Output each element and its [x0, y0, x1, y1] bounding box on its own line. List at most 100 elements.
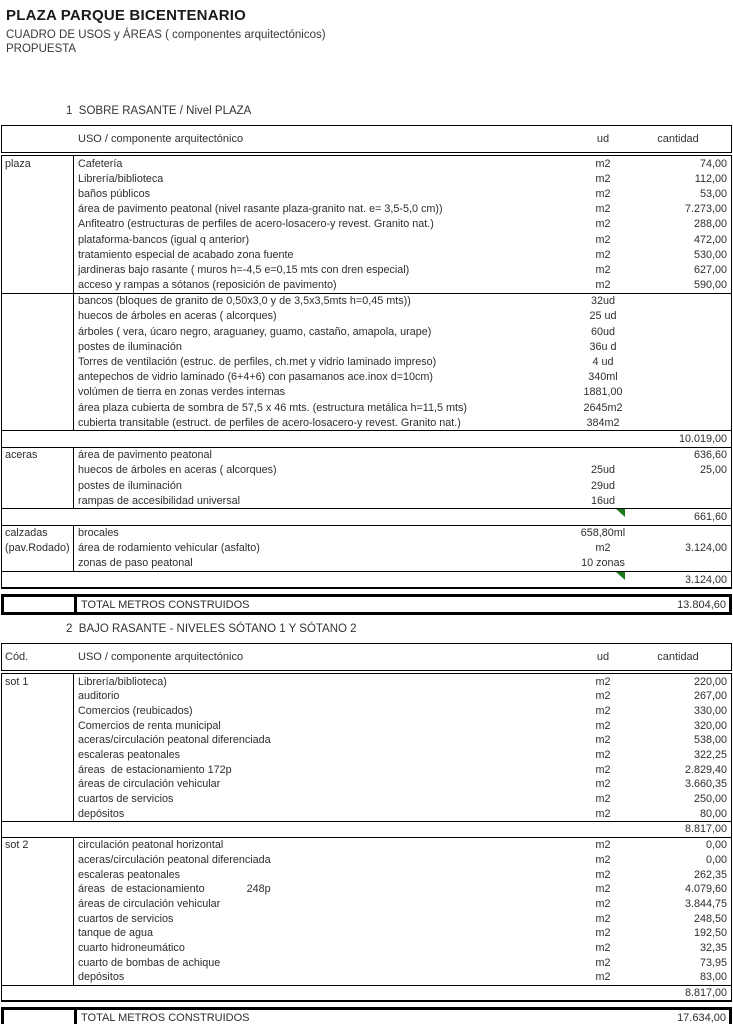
row-uso-cell: huecos de árboles en aceras ( alcorques) — [78, 464, 277, 477]
total-main-cell: TOTAL METROS CONSTRUIDOS 17.634,00 — [77, 1010, 729, 1024]
row-uso-cell: rampas de accesibilidad universal — [78, 494, 241, 507]
header-cantidad-cell: cantidad — [657, 651, 699, 664]
row-ud-cell: m2 — [595, 203, 611, 216]
row-cantidad-cell: 330,00 — [693, 704, 727, 717]
table-row: cuarto hidroneumático m2 32,35 — [2, 940, 731, 956]
table-group: sot 2 circulación peatonal horizontal m2 0,… — [2, 837, 731, 986]
row-cantidad-cell: 627,00 — [693, 263, 727, 276]
row-code-cell — [2, 277, 74, 293]
row-cantidad-cell: 250,00 — [693, 793, 727, 806]
row-uso-cell: áreas de circulación vehicular — [78, 778, 221, 791]
subtotal-code-cell — [2, 986, 74, 1001]
row-ud-cell: m2 — [595, 172, 611, 185]
table-row: zonas de paso peatonal 10 zonas — [2, 555, 731, 572]
table-row: sot 2 circulación peatonal horizontal m2 0,… — [2, 837, 731, 853]
table-group: sot 1 Librería/biblioteca) m2 220,00 auditor… — [2, 674, 731, 823]
row-code-cell — [2, 308, 74, 325]
table-row: cuarto de bombas de achique m2 73,95 — [2, 955, 731, 970]
row-code-cell — [2, 262, 74, 278]
table-row: aceras área de pavimento peatonal 636,60 — [2, 447, 731, 463]
document-header: PLAZA PARQUE BICENTENARIO CUADRO DE USOS… — [0, 0, 733, 55]
row-cantidad-cell: 322,25 — [693, 749, 727, 762]
table-row: escaleras peatonales m2 262,35 — [2, 867, 731, 882]
table-header-row: Cód. USO / componente arquitectónico ud can… — [1, 643, 732, 672]
row-ud-cell: m2 — [595, 263, 611, 276]
row-code-cell — [2, 293, 74, 309]
row-uso-cell: Librería/biblioteca — [78, 172, 164, 185]
row-code-cell — [2, 231, 74, 248]
row-ud-cell: m2 — [595, 690, 611, 703]
row-ud-cell: m2 — [595, 763, 611, 776]
row-cantidad-cell: 590,00 — [693, 279, 727, 292]
header-code-cell: Cód. — [5, 651, 29, 664]
row-cantidad-cell: 267,00 — [693, 690, 727, 703]
row-ud-cell: m2 — [595, 719, 611, 732]
row-cantidad-cell: 636,60 — [693, 449, 727, 462]
row-code-cell — [2, 791, 74, 807]
row-cantidad-cell: 32,35 — [699, 941, 727, 954]
row-uso-cell: postes de iluminación — [78, 340, 182, 353]
row-ud-cell: m2 — [595, 956, 611, 969]
row-uso-cell: volúmen de tierra en zonas verdes intern… — [78, 386, 286, 399]
row-uso-cell: áreas de estacionamiento 248p — [78, 883, 271, 896]
row-ud-cell: 340ml — [588, 371, 618, 384]
table-row: calzadas brocales 658,80ml — [2, 525, 731, 541]
row-code-cell: calzadas — [2, 525, 74, 541]
row-code-cell — [2, 867, 74, 882]
row-uso-cell: Torres de ventilación (estruc. de perfil… — [78, 356, 437, 369]
table-row: sot 1 Librería/biblioteca) m2 220,00 — [2, 674, 731, 689]
row-code-cell — [2, 762, 74, 778]
row-ud-cell: m2 — [595, 734, 611, 747]
row-cantidad-cell: 112,00 — [694, 172, 727, 185]
row-code-cell — [2, 925, 74, 941]
subtotal-value-cell: 8.817,00 — [684, 987, 727, 1000]
row-uso-cell: auditorio — [78, 690, 120, 703]
row-cantidad-cell: 0,00 — [705, 853, 727, 866]
row-code-cell: plaza — [2, 156, 74, 172]
row-uso-cell: Librería/biblioteca) — [78, 675, 167, 688]
row-code-cell — [2, 806, 74, 822]
row-cantidad-cell: 80,00 — [699, 807, 727, 820]
page-title: PLAZA PARQUE BICENTENARIO — [6, 7, 247, 24]
table-row: cuartos de servicios m2 250,00 — [2, 791, 731, 807]
row-code-cell — [2, 777, 74, 792]
row-ud-cell: 2645m2 — [583, 401, 623, 414]
row-cantidad-cell: 262,35 — [693, 868, 727, 881]
row-cantidad-cell: 73,95 — [699, 956, 727, 969]
total-left-cell — [4, 1010, 77, 1024]
table-row: áreas de circulación vehicular m2 3.844,75 — [2, 896, 731, 912]
row-code-cell — [2, 186, 74, 202]
row-uso-cell: acceso y rampas a sótanos (reposición de… — [78, 279, 337, 292]
row-code-cell — [2, 733, 74, 748]
header-uso-cell: USO / componente arquitectónico — [78, 133, 244, 145]
row-code-cell — [2, 955, 74, 970]
row-uso-cell: antepechos de vidrio laminado (6+4+6) co… — [78, 371, 434, 384]
row-uso-cell: tanque de agua — [78, 927, 154, 940]
row-ud-cell: 29ud — [590, 479, 616, 492]
header-ud-cell: ud — [596, 133, 610, 145]
row-ud-cell: m2 — [595, 778, 611, 791]
table-row: huecos de árboles en aceras ( alcorques)… — [2, 462, 731, 478]
row-uso-cell: Anfiteatro (estructuras de perfiles de a… — [78, 218, 434, 231]
row-ud-cell: 32ud — [590, 295, 616, 308]
table-row: bancos (bloques de granito de 0,50x3,0 y… — [2, 293, 731, 309]
row-cantidad-cell: 74,00 — [699, 157, 727, 170]
row-ud-cell: 36u d — [589, 340, 617, 353]
row-code-cell — [2, 703, 74, 719]
row-ud-cell: m2 — [595, 912, 611, 925]
row-cantidad-cell: 3.844,75 — [684, 897, 727, 910]
comment-flag-icon — [616, 509, 625, 518]
table-body: sot 1 Librería/biblioteca) m2 220,00 auditor… — [1, 673, 732, 1003]
row-code-cell — [2, 911, 74, 926]
total-main-cell: TOTAL METROS CONSTRUIDOS 13.804,60 — [77, 597, 729, 612]
row-cantidad-cell: 7.273,00 — [684, 203, 727, 216]
row-uso-cell: cuarto de bombas de achique — [78, 956, 221, 969]
table-row: huecos de árboles en aceras ( alcorques)… — [2, 308, 731, 325]
row-uso-cell: área plaza cubierta de sombra de 57,5 x … — [78, 401, 467, 414]
table-row: áreas de estacionamiento 248p m2 4.079,60 — [2, 881, 731, 897]
row-code-cell — [2, 384, 74, 400]
table-group: calzadas brocales 658,80ml (pav.Rodado) área… — [2, 525, 731, 573]
row-cantidad-cell: 4.079,60 — [684, 883, 727, 896]
subtotal-value-cell: 10.019,00 — [678, 432, 727, 445]
row-code-cell: aceras — [2, 447, 74, 463]
